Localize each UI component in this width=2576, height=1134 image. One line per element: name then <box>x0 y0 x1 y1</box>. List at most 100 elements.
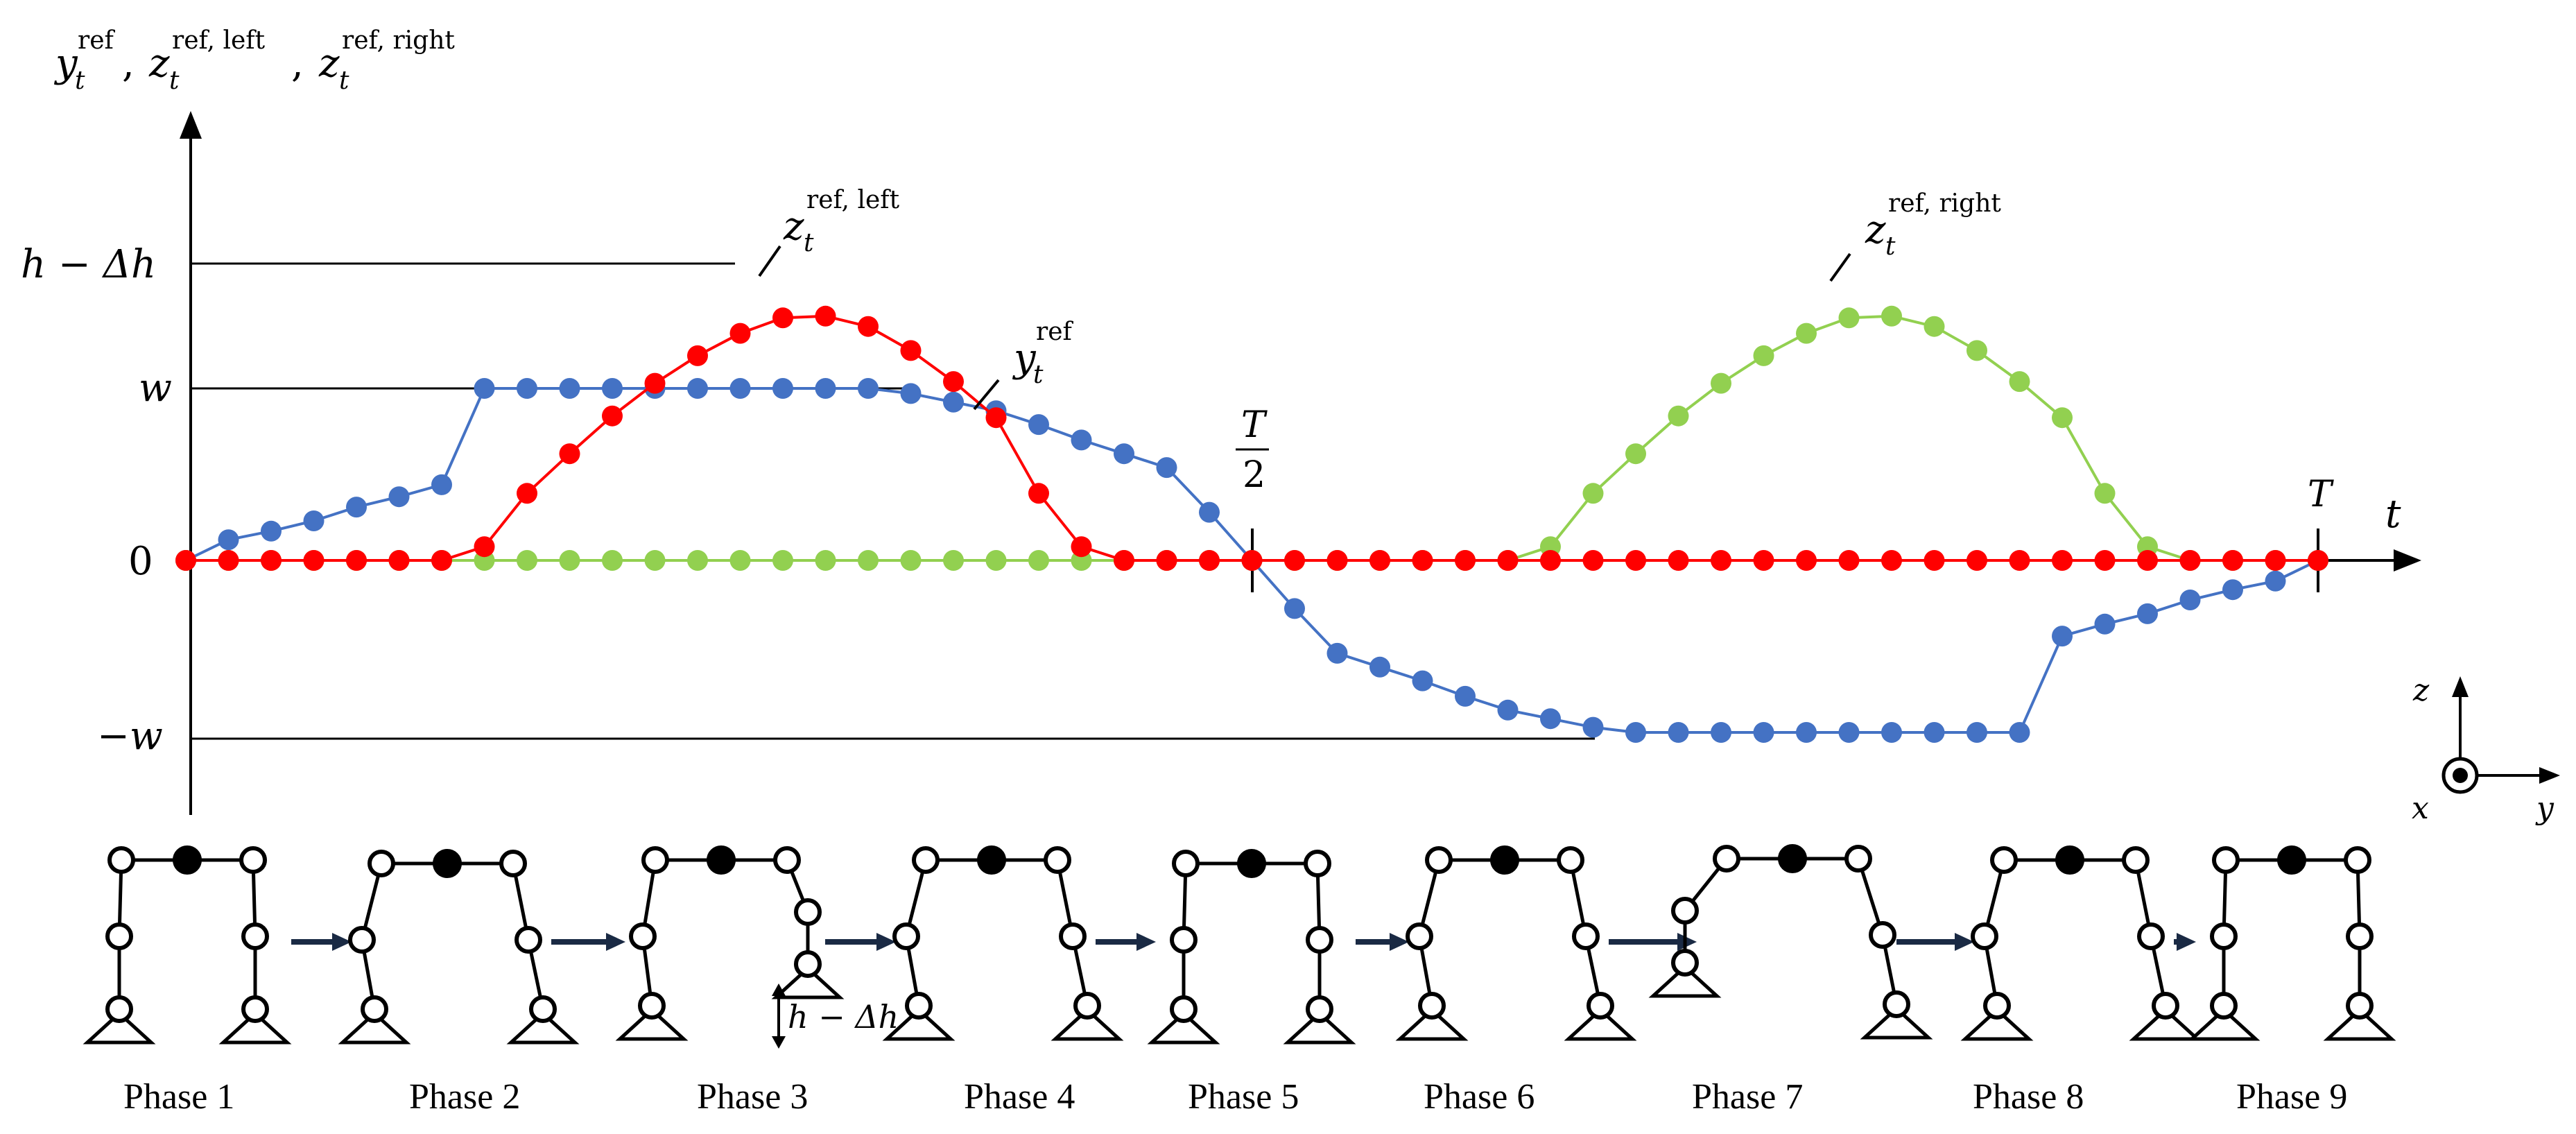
data-point-z-left <box>1241 550 1263 571</box>
data-point-y-ref <box>1326 642 1348 664</box>
data-point-z-left <box>517 483 537 504</box>
robot-base-joint <box>977 845 1006 875</box>
phase-transition-arrowhead <box>1955 933 1974 951</box>
data-point-z-left <box>1369 550 1390 571</box>
phase-transition-arrowhead <box>876 933 896 951</box>
robot-joint-hip-left <box>641 846 669 874</box>
data-point-z-right <box>772 550 793 571</box>
phase-label-4: Phase 4 <box>964 1077 1075 1117</box>
robot-foot-right <box>1051 1007 1124 1041</box>
robot-joint-hip-left <box>1172 850 1200 877</box>
robot-joint-knee-right <box>515 926 542 954</box>
robot-base-joint <box>433 849 462 878</box>
robot-foot-right <box>1564 1007 1637 1041</box>
robot-joint-knee-right <box>794 898 822 926</box>
axis-title-y-sub: t <box>75 67 85 95</box>
robot-foot-left <box>2187 1007 2261 1041</box>
robot-joint-hip-left <box>368 850 395 877</box>
data-point-y-ref <box>1028 414 1049 436</box>
robot-joint-knee-left <box>1971 922 1998 950</box>
data-point-y-ref <box>943 391 964 413</box>
phase-label-8: Phase 8 <box>1973 1077 2084 1117</box>
data-point-y-ref <box>1369 656 1390 678</box>
data-point-z-right <box>900 550 922 571</box>
robot-joint-knee-right <box>1572 922 1600 950</box>
phase-transition-arrowhead <box>1677 933 1697 951</box>
robot-joint-hip-left <box>107 846 135 874</box>
data-point-y-ref <box>1966 722 1987 743</box>
series-z-left <box>175 305 2328 571</box>
label-z-right-sup: ref, right <box>1888 189 2001 218</box>
robot-phase-8 <box>1960 845 2202 1041</box>
robot-phases <box>83 844 2396 1045</box>
data-point-z-left <box>858 316 879 337</box>
data-point-z-right <box>1711 372 1731 394</box>
data-point-z-left <box>303 550 325 571</box>
data-point-z-left <box>218 550 239 571</box>
data-point-y-ref <box>474 378 495 399</box>
phase-label-3: Phase 3 <box>697 1077 808 1117</box>
axes <box>180 111 2421 815</box>
data-point-z-left <box>1625 550 1646 571</box>
data-point-y-ref <box>261 520 282 542</box>
robot-joint-hip-left <box>912 846 940 874</box>
data-point-z-right <box>644 550 666 571</box>
data-point-z-left <box>644 372 666 394</box>
robot-joint-knee-left <box>2210 922 2238 950</box>
data-point-z-left <box>2179 550 2201 571</box>
data-point-z-left <box>175 550 196 571</box>
data-point-y-ref <box>1838 722 1860 743</box>
data-point-z-right <box>985 550 1007 571</box>
robot-phase-1 <box>83 845 292 1045</box>
robot-joint-knee-right <box>2346 922 2374 950</box>
data-point-z-left <box>815 305 836 327</box>
data-point-z-left <box>772 307 793 329</box>
data-point-z-right <box>815 550 836 571</box>
robot-foot-left <box>615 1007 689 1041</box>
data-point-z-left <box>1156 550 1177 571</box>
data-point-y-ref <box>1540 708 1561 730</box>
data-point-z-right <box>729 550 751 571</box>
data-point-y-ref <box>1284 598 1305 619</box>
data-point-y-ref <box>1497 699 1519 721</box>
axis-title-z-right-sup: ref, right <box>342 26 455 55</box>
robot-base-joint <box>2277 845 2306 875</box>
data-point-y-ref <box>431 474 452 495</box>
frame-x-label: x <box>2412 791 2429 826</box>
robot-joint-knee-left <box>1406 922 1433 950</box>
phase-label-5: Phase 5 <box>1188 1077 1299 1117</box>
data-point-z-right <box>1881 305 1902 327</box>
tick-label-T: T <box>2308 474 2334 515</box>
data-point-y-ref <box>1881 722 1902 743</box>
robot-joint-knee-right <box>1869 921 1896 949</box>
label-y-ref-sup: ref <box>1036 318 1074 346</box>
data-point-y-ref <box>2137 603 2158 624</box>
data-point-z-left <box>900 340 922 361</box>
data-point-z-left <box>261 550 282 571</box>
data-point-z-left <box>474 536 495 558</box>
robot-foot-right <box>1860 1006 1933 1040</box>
frame-z-label: z <box>2412 673 2430 708</box>
data-point-y-ref <box>729 378 751 399</box>
data-point-y-ref <box>602 378 623 399</box>
tick-label-zero: 0 <box>128 539 153 584</box>
data-point-z-right <box>1966 340 1987 361</box>
data-point-y-ref <box>815 378 836 399</box>
robot-joint-hip-left <box>2212 846 2240 874</box>
robot-base-joint <box>1490 845 1519 875</box>
robot-joint-ankle-right <box>2346 992 2374 1020</box>
data-point-z-left <box>1071 536 1092 558</box>
data-point-y-ref <box>1753 722 1774 743</box>
data-point-y-ref <box>303 510 325 531</box>
data-point-z-right <box>2009 371 2030 393</box>
data-point-y-ref <box>858 378 879 399</box>
data-point-z-left <box>1582 550 1604 571</box>
phase-label-6: Phase 6 <box>1424 1077 1535 1117</box>
data-point-z-left <box>388 550 410 571</box>
robot-joint-hip-right <box>2122 846 2150 874</box>
data-point-z-right <box>517 550 537 571</box>
data-point-z-right <box>1796 323 1817 344</box>
label-z-right-base: z <box>1865 207 1886 252</box>
data-point-y-ref <box>772 378 793 399</box>
frame-y-arrowhead <box>2539 767 2560 784</box>
